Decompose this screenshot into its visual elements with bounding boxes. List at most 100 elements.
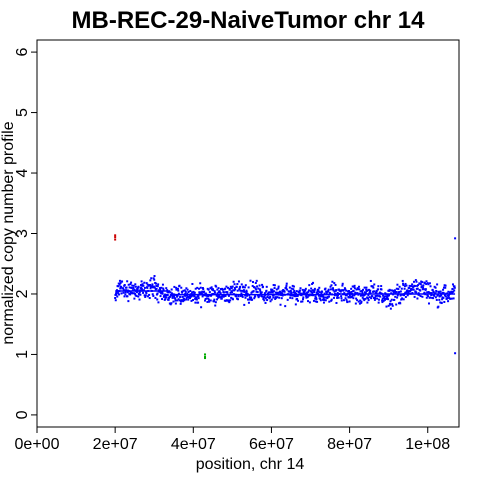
data-point — [169, 295, 172, 298]
data-point — [142, 291, 145, 294]
data-point — [312, 281, 315, 284]
data-point — [408, 286, 411, 289]
data-point — [436, 283, 439, 286]
data-point — [389, 300, 392, 303]
data-point — [194, 301, 197, 304]
data-point — [288, 290, 291, 293]
data-point — [235, 295, 238, 298]
data-point — [354, 291, 357, 294]
data-point — [244, 296, 247, 299]
data-point — [144, 294, 147, 297]
data-point — [240, 283, 243, 286]
data-point — [269, 300, 272, 303]
data-point — [163, 294, 166, 297]
data-point — [344, 297, 347, 300]
data-point — [249, 298, 252, 301]
data-point — [244, 294, 247, 297]
data-point — [315, 296, 318, 299]
data-point — [224, 287, 227, 290]
data-point — [312, 299, 315, 302]
data-point — [269, 295, 272, 298]
data-point — [347, 290, 350, 293]
data-point — [161, 283, 164, 286]
data-point — [123, 284, 126, 287]
data-point — [429, 285, 432, 288]
data-point — [126, 280, 129, 283]
data-point — [178, 299, 181, 302]
data-point — [341, 289, 344, 292]
data-point — [385, 305, 388, 308]
data-point — [402, 282, 405, 285]
data-point — [412, 288, 415, 291]
data-point — [271, 288, 274, 291]
data-point — [263, 292, 266, 295]
data-point — [423, 282, 426, 285]
data-point — [391, 303, 394, 306]
data-point — [242, 289, 245, 292]
data-point — [129, 293, 132, 296]
data-point — [262, 285, 265, 288]
data-point — [329, 288, 332, 291]
data-point — [454, 237, 457, 240]
data-point — [402, 284, 405, 287]
data-point — [328, 300, 331, 303]
data-point — [184, 294, 187, 297]
data-point — [162, 289, 165, 292]
data-point — [190, 299, 193, 302]
data-point — [452, 297, 455, 300]
data-point — [273, 287, 276, 290]
data-point — [296, 298, 299, 301]
data-point — [216, 292, 219, 295]
data-point — [427, 295, 430, 298]
data-point — [352, 289, 355, 292]
data-point — [209, 299, 212, 302]
data-point — [348, 294, 351, 297]
data-point — [353, 294, 356, 297]
data-point — [207, 288, 210, 291]
data-point — [374, 295, 377, 298]
data-point — [329, 285, 332, 288]
data-point — [356, 292, 359, 295]
data-point — [347, 296, 350, 299]
data-point — [371, 295, 374, 298]
data-point — [272, 290, 275, 293]
data-point — [167, 298, 170, 301]
data-point — [341, 284, 344, 287]
data-point — [123, 295, 126, 298]
data-point — [204, 299, 207, 302]
data-point — [211, 288, 214, 291]
data-point — [137, 285, 140, 288]
data-point — [293, 289, 296, 292]
data-point — [385, 295, 388, 298]
data-point — [192, 290, 195, 293]
data-point — [251, 284, 254, 287]
data-point — [238, 287, 241, 290]
data-point — [191, 299, 194, 302]
data-point — [275, 291, 278, 294]
data-point — [430, 292, 433, 295]
data-point — [333, 294, 336, 297]
data-point — [151, 284, 154, 287]
data-point — [401, 293, 404, 296]
data-point — [182, 297, 185, 300]
data-point — [222, 291, 225, 294]
data-point — [377, 285, 380, 288]
data-point — [126, 291, 129, 294]
data-point — [269, 291, 272, 294]
data-point — [133, 292, 136, 295]
data-point — [362, 294, 365, 297]
data-point — [164, 298, 167, 301]
data-point — [132, 287, 135, 290]
data-point — [229, 285, 232, 288]
x-tick-label-5: 1e+08 — [405, 436, 450, 453]
data-point — [289, 296, 292, 299]
data-point — [323, 298, 326, 301]
data-point — [367, 299, 370, 302]
data-point — [289, 289, 292, 292]
data-point — [257, 287, 260, 290]
data-point — [352, 297, 355, 300]
data-point — [408, 284, 411, 287]
data-point — [143, 286, 146, 289]
data-point — [272, 284, 275, 287]
data-point — [442, 286, 445, 289]
